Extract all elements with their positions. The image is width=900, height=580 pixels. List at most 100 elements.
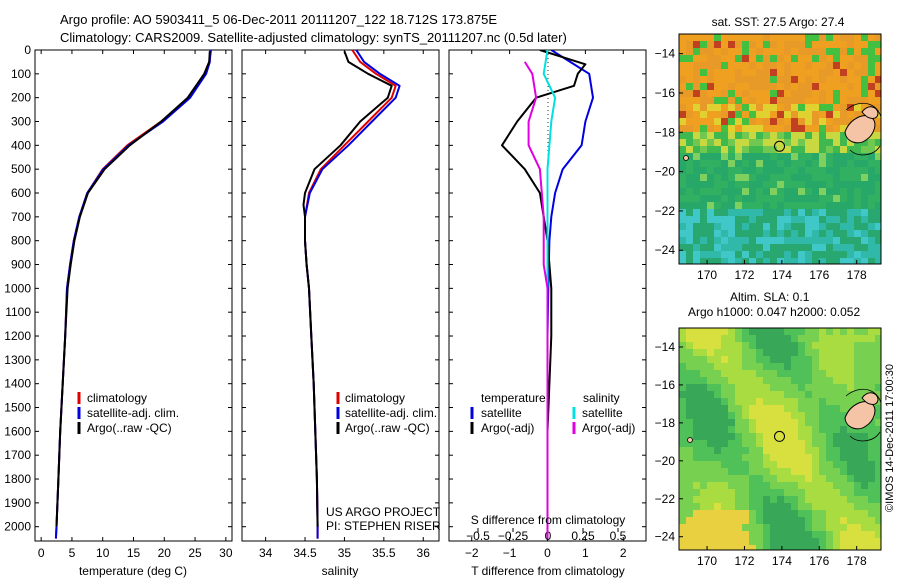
map-cell [819,328,827,336]
map-cell [728,181,736,189]
map-cell [847,545,855,550]
map-cell [861,475,869,483]
map-cell [791,517,799,525]
map-cell [833,160,841,168]
map-cell [770,230,778,238]
map-cell [707,62,715,70]
map-cell [728,97,736,105]
map-cell [777,496,785,504]
map-cell [686,545,694,550]
map-cell [763,104,771,112]
map-cell [798,454,806,462]
map-cell [854,335,862,343]
map-cell [819,104,827,112]
map-cell [749,132,757,140]
map-cell [735,244,743,252]
map-cell [770,398,778,406]
map-cell [798,160,806,168]
map-cell [721,503,729,511]
map-cell [840,384,848,392]
map-cell [819,251,827,259]
map-cell [714,104,722,112]
map-cell [707,237,715,245]
map-cell [798,475,806,483]
map-cell [784,216,792,224]
figure-title-line2: Climatology: CARS2009. Satellite-adjuste… [60,30,567,45]
map-cell [707,69,715,77]
map-cell [826,153,834,161]
map-cell [868,426,876,434]
map-cell [721,174,729,182]
depth-tick-label: 600 [11,186,31,200]
map-cell [728,405,736,413]
legend-label-s-satellite: satellite [582,406,623,420]
map-cell [686,356,694,364]
map-cell [854,475,862,483]
map-cell [798,181,806,189]
map-cell [805,167,813,175]
x-tick-label: 0 [38,546,45,560]
map-cell [868,545,876,550]
map-cell [686,419,694,427]
map-cell [756,153,764,161]
map-cell [679,83,687,91]
map-cell [784,468,792,476]
map-cell [875,538,881,546]
sla-map-axes: 170 172 174 176 178−14−16−18−20−22−24 [655,340,867,568]
map-cell [721,335,729,343]
map-cell [868,342,876,350]
map-cell [840,251,848,259]
map-cell [714,377,722,385]
map-cell [693,545,701,550]
map-cell [721,384,729,392]
map-cell [700,454,708,462]
map-cell [700,545,708,550]
map-cell [868,377,876,385]
map-cell [700,216,708,224]
salinity-profile-panel: 34 34.5 35 35.5 36 salinity climatology sate… [241,49,441,578]
map-cell [819,370,827,378]
map-cell [749,223,757,231]
map-cell [679,146,687,154]
map-cell [735,531,743,539]
map-cell [826,132,834,140]
map-cell [805,433,813,441]
map-cell [791,377,799,385]
map-cell [679,118,687,126]
map-cell [749,97,757,105]
legend-title-temperature: temperature [481,391,546,405]
map-cell [707,202,715,210]
depth-axis: 0100200300400500600700800900100011001200… [4,43,232,534]
map-cell [679,475,687,483]
map-cell [777,111,785,119]
map-cell [749,475,757,483]
map-cell [805,363,813,371]
map-cell [763,447,771,455]
map-cell [847,510,855,518]
map-cell [707,251,715,259]
map-cell [833,335,841,343]
map-cell [805,223,813,231]
map-cell [756,258,764,264]
map-cell [847,440,855,448]
temperature-legend: climatology satellite-adj. clim. Argo(..… [77,391,179,435]
map-cell [728,412,736,420]
map-cell [742,510,750,518]
map-cell [693,405,701,413]
map-cell [679,69,687,77]
difference-series [501,50,594,539]
map-cell [700,342,708,350]
map-cell [749,48,757,56]
legend-label-t-argo: Argo(-adj) [481,421,534,435]
map-cell [700,447,708,455]
map-cell [847,230,855,238]
map-cell [679,34,687,42]
map-cell [875,440,881,448]
map-cell [770,384,778,392]
map-cell [735,230,743,238]
map-cell [875,216,881,224]
map-cell [826,104,834,112]
map-cell [777,223,785,231]
map-cell [763,454,771,462]
map-cell [868,41,876,49]
